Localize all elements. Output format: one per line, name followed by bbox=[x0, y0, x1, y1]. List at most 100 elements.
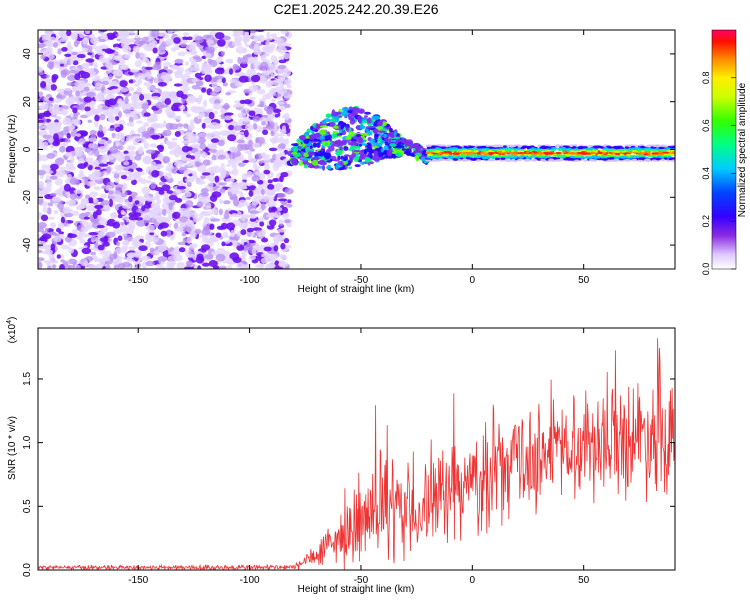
heatmap-cell bbox=[70, 34, 78, 39]
heatmap-cell bbox=[626, 144, 631, 147]
heatmap-cell bbox=[309, 148, 314, 152]
heatmap-cell bbox=[377, 130, 386, 134]
heatmap-cell bbox=[631, 158, 637, 162]
heatmap-cell bbox=[169, 91, 176, 95]
heatmap-cell bbox=[60, 70, 67, 78]
heatmap-cell bbox=[560, 144, 564, 147]
heatmap-cell bbox=[169, 149, 178, 155]
heatmap-cell bbox=[661, 158, 666, 162]
heatmap-cell bbox=[540, 158, 545, 162]
heatmap-cell bbox=[502, 154, 509, 158]
heatmap-cell bbox=[200, 192, 210, 197]
heatmap-cell bbox=[278, 136, 285, 143]
heatmap-cell bbox=[120, 58, 125, 66]
heatmap-cell bbox=[268, 212, 275, 217]
heatmap-cell bbox=[497, 144, 502, 148]
heatmap-cell bbox=[90, 216, 99, 224]
heatmap-cell bbox=[644, 149, 651, 152]
heatmap-cell bbox=[84, 30, 91, 35]
heatmap-cell bbox=[388, 138, 393, 145]
heatmap-cell bbox=[264, 163, 270, 171]
heatmap-cell bbox=[46, 36, 57, 42]
heatmap-cell bbox=[56, 254, 61, 259]
heatmap-cell bbox=[140, 136, 147, 144]
heatmap-cell bbox=[205, 52, 212, 59]
heatmap-cell bbox=[585, 156, 592, 159]
heatmap-cell bbox=[57, 59, 67, 64]
heatmap-cell bbox=[252, 115, 261, 122]
heatmap-cell bbox=[664, 148, 669, 151]
heatmap-cell bbox=[239, 264, 250, 269]
heatmap-cell bbox=[123, 247, 128, 254]
heatmap-cell bbox=[624, 146, 630, 149]
heatmap-cell bbox=[263, 156, 271, 164]
heatmap-cell bbox=[116, 157, 125, 162]
heatmap-cell bbox=[190, 212, 199, 218]
heatmap-cell bbox=[189, 243, 198, 249]
heatmap-cell bbox=[206, 46, 215, 54]
heatmap-cell bbox=[112, 221, 121, 229]
heatmap-cell bbox=[476, 155, 481, 159]
heatmap-cell bbox=[88, 137, 98, 142]
heatmap-cell bbox=[384, 137, 389, 142]
heatmap-cell bbox=[572, 148, 580, 151]
heatmap-cell bbox=[231, 40, 239, 47]
heatmap-cell bbox=[86, 204, 96, 212]
heatmap-cell bbox=[389, 143, 397, 147]
heatmap-cell bbox=[196, 201, 204, 208]
heatmap-cell bbox=[131, 237, 140, 243]
heatmap-cell bbox=[284, 103, 291, 109]
heatmap-cell bbox=[651, 157, 658, 160]
heatmap-cell bbox=[168, 145, 173, 150]
heatmap-cell bbox=[136, 168, 143, 173]
heatmap-cell bbox=[158, 181, 166, 186]
heatmap-cell bbox=[248, 85, 259, 93]
heatmap-cell bbox=[166, 111, 176, 119]
heatmap-cell bbox=[178, 247, 186, 253]
heatmap-cell bbox=[436, 159, 442, 162]
heatmap-cell bbox=[231, 168, 239, 176]
heatmap-cell bbox=[79, 31, 85, 39]
heatmap-cell bbox=[117, 98, 123, 105]
heatmap-cell bbox=[252, 227, 262, 231]
heatmap-cell bbox=[157, 82, 167, 87]
heatmap-cell bbox=[64, 212, 74, 218]
heatmap-cell bbox=[249, 210, 260, 214]
heatmap-cell bbox=[670, 146, 674, 149]
heatmap-cell bbox=[233, 198, 240, 207]
heatmap-cell bbox=[573, 150, 580, 153]
heatmap-cell bbox=[594, 146, 598, 149]
heatmap-cell bbox=[202, 159, 211, 166]
heatmap-cell bbox=[481, 151, 485, 154]
heatmap-cell bbox=[91, 234, 97, 241]
heatmap-cell bbox=[284, 79, 291, 85]
heatmap-cell bbox=[447, 155, 453, 158]
heatmap-cell bbox=[461, 159, 469, 162]
heatmap-cell bbox=[110, 212, 118, 219]
heatmap-cell bbox=[87, 52, 93, 56]
heatmap-cell bbox=[420, 156, 426, 162]
heatmap-cell bbox=[181, 140, 191, 144]
heatmap-cell bbox=[513, 149, 518, 152]
heatmap-cell bbox=[67, 74, 77, 81]
heatmap-cell bbox=[668, 157, 673, 161]
heatmap-cell bbox=[242, 117, 251, 123]
heatmap-cell bbox=[157, 32, 164, 37]
heatmap-cell bbox=[531, 148, 538, 151]
heatmap-cell bbox=[161, 201, 169, 210]
heatmap-cell bbox=[366, 117, 372, 124]
heatmap-cell bbox=[639, 154, 645, 157]
heatmap-cell bbox=[48, 137, 54, 144]
heatmap-cell bbox=[165, 229, 172, 238]
heatmap-cell bbox=[42, 206, 48, 213]
heatmap-cell bbox=[240, 214, 251, 219]
heatmap-cell bbox=[263, 246, 272, 252]
heatmap-cell bbox=[42, 35, 49, 39]
heatmap-cell bbox=[40, 54, 46, 60]
heatmap-cell bbox=[57, 48, 62, 55]
heatmap-cell bbox=[641, 150, 645, 153]
heatmap-cell bbox=[211, 154, 217, 161]
heatmap-cell bbox=[453, 158, 458, 161]
heatmap-cell bbox=[240, 229, 247, 236]
heatmap-cell bbox=[120, 174, 127, 180]
